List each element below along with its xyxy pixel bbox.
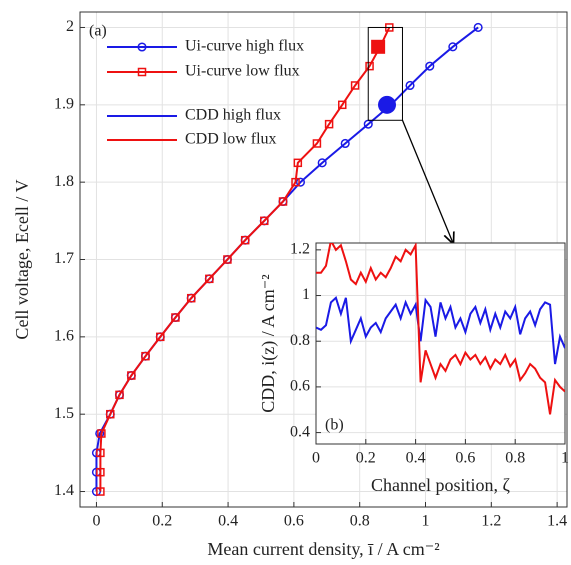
panel-label: (a) (89, 23, 107, 40)
point-marker (425, 61, 435, 71)
x-tick-label: 0.2 (152, 513, 172, 530)
y-tick-label: 1.2 (290, 241, 310, 258)
point-marker (240, 235, 250, 245)
inset-background (316, 243, 565, 444)
series-line (316, 296, 565, 365)
operating-point (371, 39, 386, 54)
point-marker (223, 255, 232, 264)
point-marker (186, 293, 196, 303)
plot-frame (79, 11, 568, 508)
point-marker (295, 177, 306, 187)
plot-area (316, 243, 565, 415)
legend-label: CDD high flux (185, 107, 281, 124)
zoom-box (367, 26, 403, 121)
x-tick-label: 0.4 (218, 513, 238, 530)
point-marker (365, 61, 374, 71)
point-marker (156, 332, 165, 342)
point-marker (338, 100, 347, 110)
x-tick-label: 0.8 (505, 450, 525, 467)
y-tick-label: 0.6 (290, 378, 310, 395)
point-marker (97, 429, 106, 438)
point-marker (141, 351, 150, 361)
x-tick-label: 0.8 (350, 513, 370, 530)
y-tick-label: 1.7 (54, 250, 74, 267)
point-marker (293, 158, 303, 168)
y-axis-label: CDD, i(z) / A cm⁻² (258, 274, 279, 412)
point-marker (291, 177, 300, 187)
point-marker (448, 42, 458, 52)
x-tick-label: 1.2 (481, 513, 501, 530)
point-marker (324, 119, 334, 129)
legend-label: Ui-curve low flux (185, 63, 300, 80)
point-marker (350, 81, 360, 90)
point-marker (205, 274, 214, 284)
legend-label: Ui-curve high flux (185, 38, 304, 55)
y-tick-label: 2 (66, 18, 74, 35)
point-marker (405, 80, 415, 91)
x-tick-label: 1 (422, 513, 430, 530)
legend-marker (137, 67, 147, 77)
series-line (99, 27, 391, 492)
y-tick-label: 1.9 (54, 95, 74, 112)
x-tick-label: 0.2 (356, 450, 376, 467)
y-tick-label: 1.6 (54, 328, 74, 345)
legend-label: CDD low flux (185, 131, 277, 148)
x-tick-label: 0 (92, 513, 100, 530)
y-tick-label: 1.8 (54, 173, 74, 190)
y-tick-label: 1.5 (54, 405, 74, 422)
y-tick-label: 0.8 (290, 332, 310, 349)
y-tick-label: 0.4 (290, 423, 310, 440)
point-marker (473, 22, 483, 33)
point-marker (115, 390, 124, 400)
x-tick-label: 1.4 (547, 513, 567, 530)
x-tick-label: 0.4 (406, 450, 426, 467)
plot-frame (315, 242, 566, 445)
point-marker (278, 197, 288, 206)
point-marker (127, 371, 136, 380)
x-tick-label: 1 (561, 450, 569, 467)
operating-point (378, 95, 397, 114)
point-marker (106, 409, 115, 419)
series-line (316, 243, 565, 415)
point-marker (260, 216, 269, 226)
x-axis-label: Mean current density, ī / A cm⁻² (207, 539, 439, 559)
zoom-arrow (401, 120, 453, 243)
x-axis-label: Channel position, ζ (371, 475, 510, 495)
point-marker (96, 487, 105, 496)
x-tick-label: 0 (312, 450, 320, 467)
y-axis-label: Cell voltage, Ecell / V (12, 179, 32, 339)
x-tick-label: 0.6 (284, 513, 304, 530)
point-marker (317, 158, 327, 168)
point-marker (312, 139, 322, 148)
legend-marker (137, 42, 147, 52)
y-tick-label: 1.4 (54, 482, 74, 499)
point-marker (171, 313, 180, 322)
y-tick-label: 1 (302, 286, 310, 303)
x-tick-label: 0.6 (455, 450, 475, 467)
point-marker (340, 138, 350, 149)
panel-label: (b) (325, 417, 344, 434)
point-marker (96, 448, 105, 458)
point-marker (96, 467, 105, 477)
